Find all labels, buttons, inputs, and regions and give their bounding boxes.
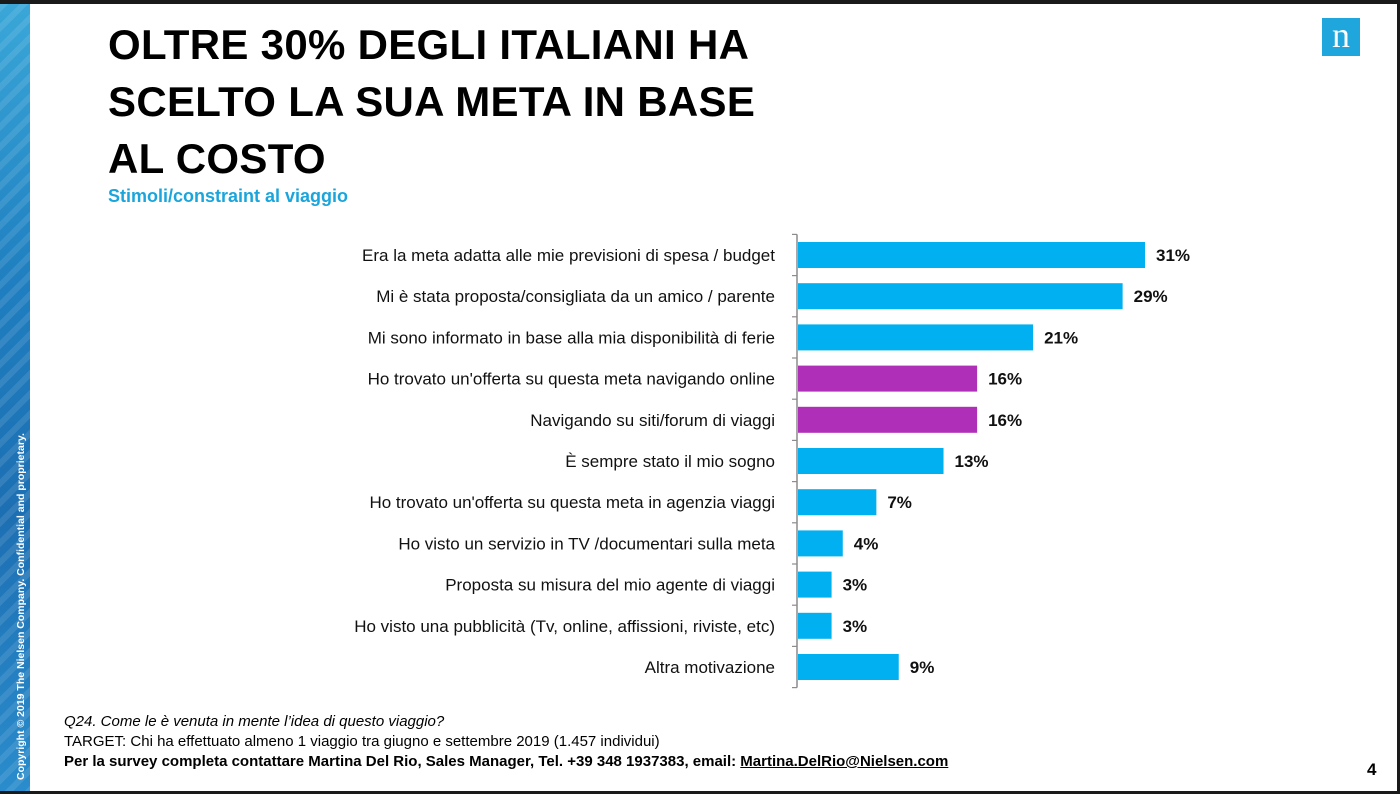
value-label: 3% — [843, 576, 868, 595]
bar — [798, 489, 877, 516]
footer: Q24. Come le è venuta in mente l’idea di… — [64, 712, 1364, 772]
slide-title: OLTRE 30% DEGLI ITALIANI HA SCELTO LA SU… — [108, 21, 756, 182]
category-label: Ho visto una pubblicità (Tv, online, aff… — [354, 617, 775, 636]
footer-question: Q24. Come le è venuta in mente l’idea di… — [64, 713, 445, 730]
value-label: 21% — [1044, 328, 1078, 347]
value-label: 4% — [854, 534, 879, 553]
category-label: Proposta su misura del mio agente di via… — [445, 576, 775, 595]
copyright-text: Copyright © 2019 The Nielsen Company. Co… — [15, 433, 27, 780]
value-label: 13% — [955, 452, 989, 471]
right-border — [1397, 0, 1400, 794]
bar — [798, 242, 1145, 268]
page-number: 4 — [1367, 760, 1377, 779]
value-label: 16% — [988, 411, 1022, 430]
footer-email-link[interactable]: Martina.DelRio@Nielsen.com — [740, 753, 949, 770]
bar — [798, 571, 832, 598]
value-label: 29% — [1134, 287, 1168, 306]
bar — [798, 324, 1034, 351]
value-label: 7% — [887, 493, 912, 512]
category-label: Mi sono informato in base alla mia dispo… — [368, 328, 775, 347]
footer-target: TARGET: Chi ha effettuato almeno 1 viagg… — [64, 733, 660, 750]
value-label: 9% — [910, 658, 935, 677]
category-label: Ho visto un servizio in TV /documentari … — [398, 534, 775, 553]
bar — [798, 530, 843, 557]
category-label: È sempre stato il mio sogno — [565, 452, 775, 471]
chart-layer: Era la meta adatta alle mie previsioni d… — [354, 233, 1190, 689]
value-label: 16% — [988, 370, 1022, 389]
bottom-border — [0, 791, 1400, 794]
bar — [798, 448, 944, 474]
category-label: Ho trovato un'offerta su questa meta in … — [369, 493, 775, 512]
footer-contact: Per la survey completa contattare Martin… — [64, 752, 1364, 772]
value-label: 31% — [1156, 246, 1190, 265]
bar — [798, 406, 978, 433]
category-label: Era la meta adatta alle mie previsioni d… — [362, 246, 775, 265]
value-label: 3% — [843, 617, 868, 636]
footer-contact-prefix: Per la survey completa contattare Martin… — [64, 753, 741, 770]
bar — [798, 283, 1123, 310]
top-border — [0, 0, 1400, 4]
category-label: Altra motivazione — [645, 658, 775, 677]
side-strip — [0, 4, 30, 791]
category-label: Navigando su siti/forum di viaggi — [530, 411, 775, 430]
category-label: Mi è stata proposta/consigliata da un am… — [376, 287, 775, 306]
nielsen-logo: n — [1322, 17, 1360, 56]
category-label: Ho trovato un'offerta su questa meta nav… — [368, 370, 775, 389]
bar — [798, 654, 899, 680]
bar — [798, 365, 978, 392]
bar — [798, 612, 832, 639]
slide-subtitle: Stimoli/constraint al viaggio — [108, 186, 349, 206]
